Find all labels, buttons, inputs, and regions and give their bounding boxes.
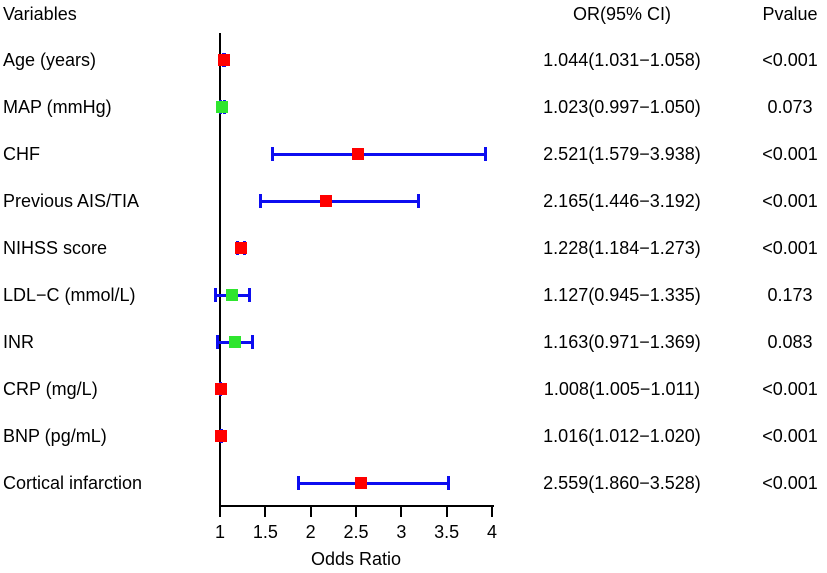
pvalue-value: <0.001 — [762, 426, 818, 446]
x-axis-tick — [491, 507, 493, 517]
or-ci-value: 1.228(1.184−1.273) — [543, 238, 701, 258]
x-axis-tick-label: 3 — [396, 522, 407, 542]
ci-cap-low — [259, 194, 263, 208]
ci-cap-high — [484, 147, 488, 161]
or-ci-value: 2.521(1.579−3.938) — [543, 144, 701, 164]
x-axis-tick — [445, 507, 448, 517]
variable-label: NIHSS score — [3, 238, 108, 258]
ci-cap-low — [216, 335, 220, 349]
column-header-variables: Variables — [3, 4, 77, 24]
or-ci-value: 1.008(1.005−1.011) — [543, 379, 701, 399]
x-axis-tick — [400, 507, 403, 517]
or-ci-value: 1.127(0.945−1.335) — [543, 285, 701, 305]
reference-line — [219, 33, 221, 507]
ci-bar — [272, 153, 487, 156]
or-ci-value: 1.016(1.012−1.020) — [543, 426, 701, 446]
pvalue-value: 0.083 — [767, 332, 813, 352]
variable-label: CHF — [3, 144, 40, 164]
ci-cap-high — [248, 288, 252, 302]
or-marker-nonsignificant — [216, 101, 229, 113]
ci-cap-low — [296, 476, 300, 490]
pvalue-value: <0.001 — [762, 473, 818, 493]
column-header-or-ci: OR(95% CI) — [572, 4, 671, 24]
or-marker-significant — [215, 430, 228, 442]
column-header-pvalue: Pvalue — [762, 4, 818, 24]
ci-cap-low — [214, 288, 217, 302]
or-marker-significant — [217, 54, 230, 66]
x-axis-tick-label: 1.5 — [252, 522, 278, 542]
pvalue-value: <0.001 — [762, 238, 818, 258]
or-ci-value: 1.163(0.971−1.369) — [543, 332, 701, 352]
variable-label: LDL−C (mmol/L) — [3, 285, 136, 305]
x-axis-tick-label: 2 — [305, 522, 316, 542]
x-axis-title: Odds Ratio — [310, 549, 402, 569]
x-axis-tick-label: 1 — [214, 522, 225, 542]
pvalue-value: <0.001 — [762, 191, 818, 211]
x-axis-tick-label: 4 — [486, 522, 497, 542]
pvalue-value: 0.173 — [767, 285, 813, 305]
or-marker-significant — [351, 148, 364, 160]
ci-cap-low — [271, 147, 275, 161]
ci-cap-high — [447, 476, 451, 490]
ci-cap-high — [416, 194, 420, 208]
ci-bar — [297, 482, 450, 485]
or-ci-value: 2.165(1.446−3.192) — [543, 191, 701, 211]
variable-label: Age (years) — [3, 50, 97, 70]
variable-label: INR — [3, 332, 34, 352]
x-axis-tick-label: 3.5 — [434, 522, 460, 542]
or-marker-nonsignificant — [225, 289, 238, 301]
x-axis-tick — [264, 507, 267, 517]
variable-label: CRP (mg/L) — [3, 379, 98, 399]
x-axis-line — [219, 505, 494, 507]
x-axis-tick — [219, 507, 221, 517]
or-marker-significant — [355, 477, 368, 489]
or-marker-nonsignificant — [228, 336, 241, 348]
ci-bar — [260, 200, 419, 203]
ci-cap-high — [251, 335, 255, 349]
pvalue-value: <0.001 — [762, 144, 818, 164]
pvalue-value: <0.001 — [762, 379, 818, 399]
or-ci-value: 2.559(1.860−3.528) — [543, 473, 701, 493]
variable-label: BNP (pg/mL) — [3, 426, 107, 446]
pvalue-value: <0.001 — [762, 50, 818, 70]
or-ci-value: 1.023(0.997−1.050) — [543, 97, 701, 117]
or-marker-significant — [234, 242, 247, 254]
x-axis-tick — [309, 507, 312, 517]
or-marker-significant — [214, 383, 227, 395]
x-axis-tick — [355, 507, 357, 517]
or-marker-significant — [319, 195, 332, 207]
variable-label: MAP (mmHg) — [3, 97, 112, 117]
or-ci-value: 1.044(1.031−1.058) — [543, 50, 701, 70]
variable-label: Previous AIS/TIA — [3, 191, 140, 211]
pvalue-value: 0.073 — [767, 97, 813, 117]
x-axis-tick-label: 2.5 — [343, 522, 369, 542]
variable-label: Cortical infarction — [3, 473, 143, 493]
